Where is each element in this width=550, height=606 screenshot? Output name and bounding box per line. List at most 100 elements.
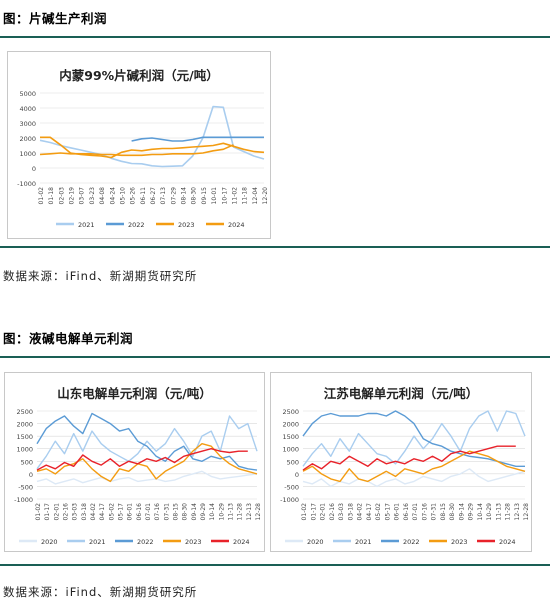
y-tick-label: 2000 (16, 421, 33, 429)
x-tick-label: 05-02 (108, 503, 115, 521)
y-tick-label: -1000 (280, 496, 299, 504)
section2-top-rule (0, 356, 550, 358)
x-tick-label: 10-14 (209, 503, 216, 521)
x-tick-label: 02-03 (58, 187, 65, 205)
y-tick-label: 1000 (19, 150, 36, 158)
x-tick-label: 10-01 (211, 187, 218, 205)
x-tick-label: 03-07 (79, 187, 86, 205)
x-tick-label: 02-16 (63, 503, 70, 521)
x-tick-label: 08-30 (191, 187, 198, 205)
x-tick-label: 12-28 (523, 503, 530, 521)
series-line-2024 (302, 445, 516, 471)
x-tick-label: 03-23 (89, 187, 96, 205)
chart-title: 江苏电解单元利润（元/吨） (323, 386, 479, 401)
x-tick-label: 04-02 (357, 503, 364, 521)
y-tick-label: 1500 (16, 433, 33, 441)
x-tick-label: 04-08 (99, 187, 106, 205)
section1-source: 数据来源：iFind、新湖期货研究所 (3, 269, 198, 283)
series-line-2022 (302, 410, 525, 467)
x-tick-label: 06-27 (150, 187, 157, 205)
y-tick-label: -1000 (14, 496, 33, 504)
x-tick-label: 11-13 (495, 503, 502, 521)
series-line-2021 (36, 415, 258, 470)
x-tick-label: 06-16 (403, 503, 410, 521)
x-tick-label: 01-18 (48, 187, 55, 205)
x-tick-label: 12-13 (514, 503, 521, 521)
x-tick-label: 04-17 (366, 503, 373, 521)
x-tick-label: 11-02 (231, 187, 238, 205)
x-tick-label: 02-01 (53, 503, 60, 521)
series-line-2021 (39, 105, 265, 168)
legend-label-2023: 2023 (178, 221, 195, 229)
flake-profit-plot: -1000 0 1000 2000 3000 4000 5000 01-02 01-18 02-0… (17, 90, 269, 229)
series-line-2022 (131, 136, 264, 142)
x-tick-label: 11-28 (237, 503, 244, 521)
legend-label-2021: 2021 (355, 538, 372, 546)
y-tick-label: 0 (29, 471, 33, 479)
legend-label-2022: 2022 (128, 221, 145, 229)
series-line-2024 (36, 448, 248, 471)
x-tick-label: 09-29 (200, 503, 207, 521)
x-tick-label: 03-03 (338, 503, 345, 521)
x-tick-label: 10-14 (477, 503, 484, 521)
x-tick-label: 08-30 (182, 503, 189, 521)
shandong-profit-chart: 山东电解单元利润（元/吨） -1000 -500 0 500 1000 1500 2000 2… (4, 372, 265, 552)
section1-title: 图：片碱生产利润 (3, 11, 108, 26)
x-tick-label: 05-02 (375, 503, 382, 521)
x-tick-label: 07-31 (431, 503, 438, 521)
x-tick-label: 05-17 (118, 503, 125, 521)
x-tick-label: 06-01 (394, 503, 401, 521)
legend-label-2024: 2024 (233, 538, 250, 546)
x-tick-label: 01-17 (44, 503, 51, 521)
section2-source: 数据来源：iFind、新湖期货研究所 (3, 585, 198, 599)
y-tick-label: 1000 (282, 446, 299, 454)
x-tick-label: 01-02 (35, 503, 42, 521)
section2-bottom-rule (0, 564, 550, 566)
x-tick-label: 05-17 (384, 503, 391, 521)
y-tick-label: -500 (284, 483, 299, 491)
x-tick-label: 07-16 (154, 503, 161, 521)
x-tick-label: 07-13 (160, 187, 167, 205)
x-tick-label: 10-29 (486, 503, 493, 521)
y-tick-label: 5000 (19, 90, 36, 98)
x-tick-label: 09-29 (468, 503, 475, 521)
x-tick-label: 05-10 (119, 187, 126, 205)
flake-profit-chart: 内蒙99%片碱利润（元/吨） -1000 0 1000 2000 3000 4000 500… (7, 51, 271, 239)
x-tick-label: 12-13 (246, 503, 253, 521)
y-tick-label: 1500 (282, 433, 299, 441)
x-tick-label: 06-16 (136, 503, 143, 521)
x-tick-label: 09-14 (458, 503, 465, 521)
x-tick-label: 03-03 (72, 503, 79, 521)
legend-label-2024: 2024 (228, 221, 245, 229)
x-tick-label: 04-02 (90, 503, 97, 521)
y-tick-label: 2500 (16, 408, 33, 416)
legend-label-2020: 2020 (307, 538, 324, 546)
x-tick-label: 02-01 (320, 503, 327, 521)
x-tick-label: 07-29 (170, 187, 177, 205)
y-tick-label: 500 (287, 458, 299, 466)
legend-label-2023: 2023 (185, 538, 202, 546)
x-tick-label: 01-17 (310, 503, 317, 521)
chart-title: 内蒙99%片碱利润（元/吨） (59, 68, 219, 83)
legend-label-2022: 2022 (137, 538, 154, 546)
y-tick-label: 1000 (16, 446, 33, 454)
x-tick-label: 07-01 (412, 503, 419, 521)
x-tick-label: 11-28 (505, 503, 512, 521)
y-tick-label: -1000 (17, 180, 36, 188)
x-tick-label: 11-13 (228, 503, 235, 521)
series-line-2021 (302, 410, 526, 467)
legend-label-2023: 2023 (451, 538, 468, 546)
x-tick-label: 09-15 (201, 187, 208, 205)
series-line-2023 (36, 443, 258, 483)
y-tick-label: 2000 (282, 421, 299, 429)
x-tick-label: 12-20 (262, 187, 269, 205)
y-tick-label: 0 (295, 471, 299, 479)
x-tick-label: 02-16 (329, 503, 336, 521)
x-tick-label: 08-15 (173, 503, 180, 521)
y-tick-label: 2000 (19, 135, 36, 143)
legend-label-2021: 2021 (89, 538, 106, 546)
x-tick-label: 04-17 (99, 503, 106, 521)
series-line-2020 (36, 470, 258, 485)
